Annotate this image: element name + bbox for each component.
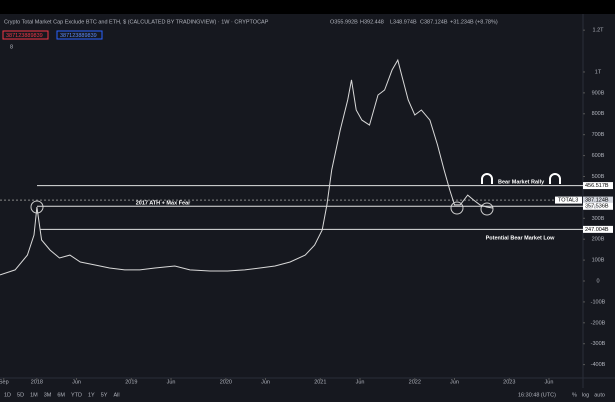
range-button[interactable]: 5D xyxy=(17,392,24,398)
price-label: 357.536B xyxy=(585,204,609,210)
range-button[interactable]: YTD xyxy=(71,392,82,398)
price-tag: TOTAL3 xyxy=(558,198,578,204)
ohlc-value: H392.448 xyxy=(360,19,384,25)
box-value: 387123889839 xyxy=(60,33,97,39)
x-tick-label: Jun xyxy=(261,379,270,385)
y-tick-label: 600B xyxy=(592,153,605,159)
y-tick-label: 800B xyxy=(592,111,605,117)
x-tick-label: 2020 xyxy=(220,379,232,385)
toolbar xyxy=(0,388,615,402)
y-tick-label: 0 xyxy=(596,278,599,284)
y-tick-label: 700B xyxy=(592,132,605,138)
option-button[interactable]: auto xyxy=(594,392,605,398)
y-tick-label: 300B xyxy=(592,216,605,222)
highlight xyxy=(30,200,44,214)
range-button[interactable]: All xyxy=(113,392,119,398)
box xyxy=(2,30,49,40)
ohlc-value: O355.992B xyxy=(330,19,358,25)
y-tick-label: -400B xyxy=(591,362,606,368)
y-tick-label: 1T xyxy=(595,69,602,75)
range-button[interactable]: 1M xyxy=(30,392,38,398)
y-tick-label: -200B xyxy=(591,320,606,326)
ohlc-value: C387.124B xyxy=(420,19,448,25)
range-button[interactable]: 3M xyxy=(44,392,52,398)
countdown: 1d 8h xyxy=(586,205,600,211)
highlight xyxy=(480,202,494,216)
option-button[interactable]: log xyxy=(582,392,589,398)
ohlc-value: +31.234B (+8.78%) xyxy=(450,19,498,25)
annotation: Bear Market Rally xyxy=(498,179,545,185)
price-label-box xyxy=(583,196,613,204)
x-tick-label: Jun xyxy=(450,379,459,385)
y-tick-label: 1.2T xyxy=(592,28,604,34)
range-button[interactable]: 5Y xyxy=(101,392,108,398)
title: Crypto Total Market Cap Exclude BTC and … xyxy=(4,19,269,25)
range-button[interactable]: 6M xyxy=(57,392,65,398)
x-tick-label: 2023 xyxy=(503,379,515,385)
x-tick-label: 2021 xyxy=(314,379,326,385)
magnet-icon xyxy=(481,173,493,184)
price-label-box xyxy=(583,182,613,190)
range-button[interactable]: 1Y xyxy=(88,392,95,398)
background xyxy=(0,14,615,402)
annotation: 2017 ATH + Max Fear xyxy=(136,200,191,206)
box xyxy=(56,30,103,40)
price-label: 456.517B xyxy=(585,183,609,189)
y-tick-label: -300B xyxy=(591,341,606,347)
magnet-icon xyxy=(549,173,561,184)
x-tick-label: 2022 xyxy=(409,379,421,385)
x-tick-label: 2018 xyxy=(31,379,43,385)
option-button[interactable]: % xyxy=(572,392,577,398)
clock: 16:30:48 (UTC) xyxy=(518,392,556,398)
x-tick-label: Jun xyxy=(545,379,554,385)
y-tick-label: 900B xyxy=(592,90,605,96)
y-tick-label: 200B xyxy=(592,237,605,243)
price-label: 387.124B xyxy=(585,198,609,204)
price-label-box xyxy=(583,202,613,210)
y-tick-label: 100B xyxy=(592,258,605,264)
highlight xyxy=(450,201,464,215)
range-button[interactable]: 1D xyxy=(4,392,11,398)
price-label-box xyxy=(583,225,613,233)
price-tag-box xyxy=(555,196,582,204)
annotation: Potential Bear Market Low xyxy=(486,235,555,241)
indicator[interactable]: 8 xyxy=(10,44,13,50)
x-tick-label: Jun xyxy=(356,379,365,385)
price-label: 247.004B xyxy=(585,227,609,233)
x-tick-label: Jun xyxy=(72,379,81,385)
x-tick-label: Sep xyxy=(0,379,9,385)
y-tick-label: -100B xyxy=(591,299,606,305)
box-value: 387123889839 xyxy=(6,33,43,39)
price-line xyxy=(0,58,494,276)
ohlc-value: L348.974B xyxy=(390,19,417,25)
x-tick-label: 2019 xyxy=(125,379,137,385)
y-tick-label: 500B xyxy=(592,174,605,180)
x-tick-label: Jun xyxy=(167,379,176,385)
